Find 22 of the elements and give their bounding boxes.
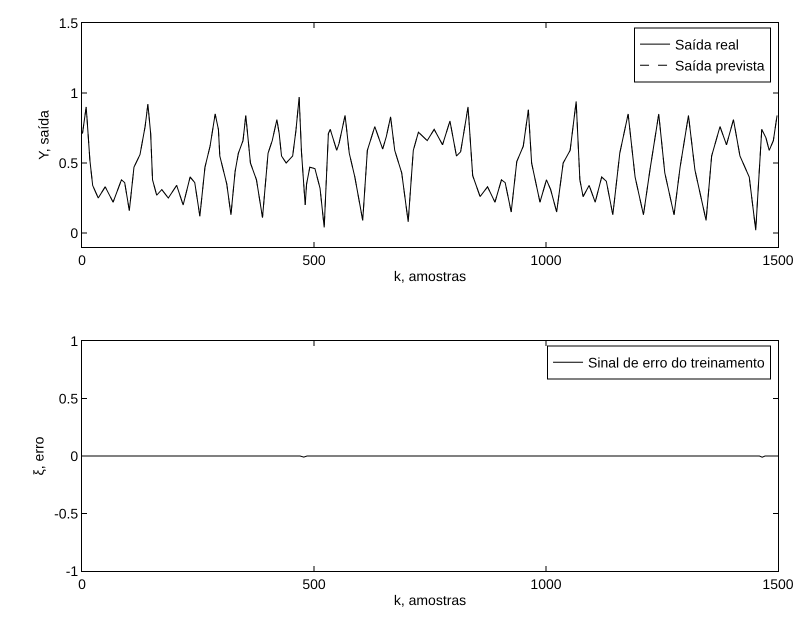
x-tick-label: 500 (302, 576, 326, 592)
x-tick-label: 1000 (530, 252, 562, 268)
y-tick-label: 0 (70, 448, 78, 464)
x-axis-title: k, amostras (394, 268, 466, 284)
y-tick-label: 1.5 (58, 14, 78, 31)
x-tick-label: 1500 (762, 252, 794, 268)
y-tick-label: 0.5 (58, 390, 78, 406)
y-tick-label: -1 (66, 562, 78, 579)
y-axis-title: Y, saída (35, 110, 52, 160)
x-tick-label: 1000 (530, 576, 562, 592)
y-tick-label: 0 (70, 224, 78, 241)
legend-label: Saída prevista (675, 58, 765, 74)
x-tick-label: 500 (302, 252, 326, 268)
y-tick-label: 1 (70, 84, 78, 101)
legend-label: Sinal de erro do treinamento (588, 354, 765, 371)
y-tick-label: -0.5 (54, 505, 78, 522)
x-tick-label: 1500 (762, 576, 794, 592)
y-axis-title: ξ, erro (30, 436, 47, 476)
x-axis-title: k, amostras (394, 592, 466, 608)
legend-label: Saída real (675, 36, 739, 53)
y-tick-label: 0.5 (58, 154, 78, 171)
y-tick-label: 1 (70, 332, 78, 349)
